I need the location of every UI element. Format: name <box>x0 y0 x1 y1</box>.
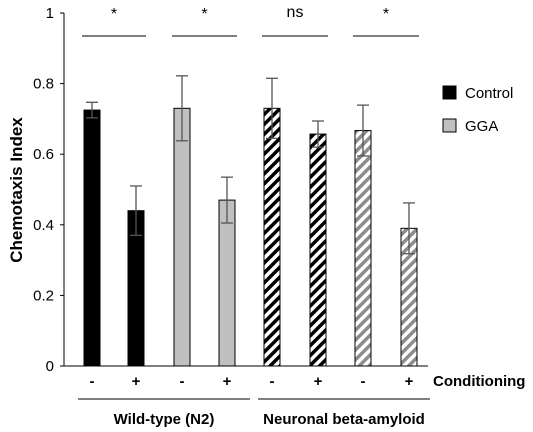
bar <box>83 109 101 367</box>
conditioning-label: - <box>90 373 95 390</box>
conditioning-label: - <box>180 373 185 390</box>
group-label: Neuronal beta-amyloid <box>263 411 425 428</box>
y-tick-label: 0.8 <box>33 76 54 93</box>
conditioning-label: + <box>132 373 141 390</box>
y-tick-label: 0.6 <box>33 146 54 163</box>
y-tick-label: 0 <box>46 358 54 375</box>
conditioning-label: + <box>314 373 323 390</box>
y-axis-label: Chemotaxis Index <box>7 117 26 263</box>
group-labels: Wild-type (N2) Neuronal beta-amyloid <box>78 398 430 428</box>
legend-label-control: Control <box>465 85 513 102</box>
significance-label: * <box>111 6 117 23</box>
conditioning-labels: - + - + - + - + <box>90 373 414 390</box>
legend-swatch-gga <box>442 118 457 133</box>
bar <box>309 133 327 367</box>
axes <box>63 13 428 367</box>
y-tick-label: 1 <box>46 5 54 22</box>
conditioning-label: - <box>361 373 366 390</box>
legend: Control GGA <box>442 85 513 135</box>
conditioning-label: + <box>223 373 232 390</box>
significance-label: * <box>383 6 389 23</box>
conditioning-label: + <box>405 373 414 390</box>
bar <box>263 107 281 367</box>
conditioning-label: - <box>270 373 275 390</box>
group-label: Wild-type (N2) <box>114 411 215 428</box>
y-ticks: 0 0.2 0.4 0.6 0.8 1 <box>33 5 64 375</box>
bars <box>83 107 418 367</box>
y-tick-label: 0.2 <box>33 287 54 304</box>
legend-label-gga: GGA <box>465 118 498 135</box>
conditioning-axis-label: Conditioning <box>433 373 525 390</box>
y-tick-label: 0.4 <box>33 217 54 234</box>
bar <box>173 107 191 367</box>
legend-swatch-control <box>442 85 457 100</box>
significance-label: * <box>201 6 207 23</box>
bar <box>354 130 372 367</box>
significance-annotations: * * ns * <box>82 4 419 37</box>
significance-label: ns <box>287 4 304 21</box>
error-bars <box>86 75 415 255</box>
bar <box>218 199 236 367</box>
